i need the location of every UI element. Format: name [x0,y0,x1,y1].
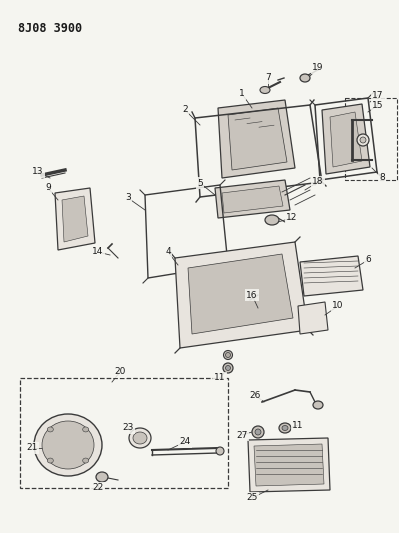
Polygon shape [300,256,363,296]
Ellipse shape [223,351,233,359]
Ellipse shape [96,472,108,482]
Polygon shape [228,108,287,170]
Text: 15: 15 [372,101,384,109]
Text: 21: 21 [26,443,38,453]
Text: 10: 10 [332,302,344,311]
Ellipse shape [83,427,89,432]
Ellipse shape [129,428,151,448]
Polygon shape [188,254,293,334]
Ellipse shape [225,352,231,358]
Text: 18: 18 [312,177,324,187]
Ellipse shape [223,363,233,373]
Polygon shape [254,444,324,486]
Ellipse shape [260,86,270,93]
Ellipse shape [83,458,89,463]
Ellipse shape [47,427,53,432]
Text: 22: 22 [93,483,104,492]
Polygon shape [322,104,370,174]
Ellipse shape [34,414,102,476]
Ellipse shape [47,458,53,463]
Polygon shape [298,302,328,334]
Ellipse shape [133,432,147,444]
Text: 8J08 3900: 8J08 3900 [18,22,82,35]
Text: 19: 19 [312,63,324,72]
Ellipse shape [42,421,94,469]
Text: 13: 13 [32,167,44,176]
Text: 17: 17 [372,91,384,100]
Text: 11: 11 [214,374,226,383]
Bar [20,378,228,488]
Text: 23: 23 [122,424,134,432]
Text: 9: 9 [45,183,51,192]
Text: 1: 1 [239,90,245,99]
Text: 14: 14 [92,247,104,256]
Text: 25: 25 [246,494,258,503]
Polygon shape [62,196,88,242]
Polygon shape [330,112,362,167]
Polygon shape [248,438,330,492]
Polygon shape [222,186,283,213]
Text: 12: 12 [286,214,298,222]
Text: 24: 24 [180,438,191,447]
Ellipse shape [265,215,279,225]
Text: 20: 20 [114,367,126,376]
Text: 8: 8 [379,174,385,182]
Polygon shape [55,188,95,250]
Ellipse shape [252,426,264,438]
Text: 5: 5 [197,179,203,188]
Text: 26: 26 [249,391,261,400]
Text: 6: 6 [365,255,371,264]
Text: 27: 27 [236,431,248,440]
Text: 3: 3 [125,193,131,203]
Polygon shape [215,180,290,218]
Polygon shape [175,242,308,348]
Ellipse shape [313,401,323,409]
Text: 16: 16 [246,290,258,300]
Bar [345,98,397,180]
Ellipse shape [216,447,224,455]
Polygon shape [218,100,295,178]
Text: 4: 4 [165,247,171,256]
Ellipse shape [360,137,366,143]
Ellipse shape [225,366,231,370]
Text: 11: 11 [292,421,304,430]
Ellipse shape [282,425,288,431]
Text: 7: 7 [265,74,271,83]
Ellipse shape [255,429,261,435]
Ellipse shape [357,134,369,146]
Ellipse shape [279,423,291,433]
Text: 2: 2 [182,106,188,115]
Ellipse shape [300,74,310,82]
